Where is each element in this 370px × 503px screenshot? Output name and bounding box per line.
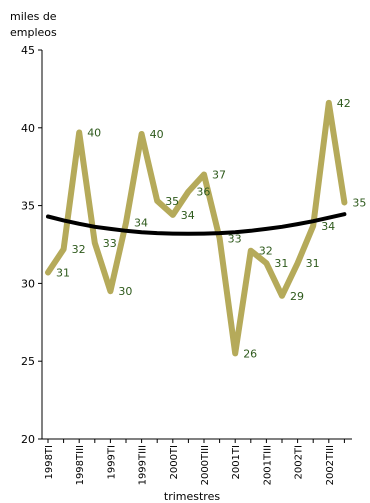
data-label: 40 — [150, 128, 164, 141]
data-label: 37 — [212, 168, 226, 181]
data-label: 34 — [181, 209, 195, 222]
x-tick-label: 1998TIII — [75, 445, 86, 485]
y-tick-label: 45 — [21, 44, 35, 57]
x-tick-label: 2002TIII — [325, 445, 336, 485]
data-label: 31 — [274, 257, 288, 270]
data-label: 32 — [259, 245, 273, 258]
x-tick-label: 2000TIII — [200, 445, 211, 485]
y-tick-label: 20 — [21, 433, 35, 446]
x-tick-label: 1998TI — [44, 445, 55, 480]
x-tick-label: 1999TI — [106, 445, 117, 480]
data-label: 29 — [290, 290, 304, 303]
y-axis-label-line-2: empleos — [10, 26, 57, 39]
data-label: 31 — [306, 257, 320, 270]
data-label: 33 — [103, 237, 117, 250]
data-label: 42 — [337, 97, 351, 110]
tick-labels: 20 25 30 35 40 45 1998TI 1998TIII 1999TI 1999TIII… — [21, 44, 336, 485]
employment-series-line — [45, 99, 348, 357]
data-label: 30 — [118, 285, 132, 298]
data-label: 34 — [321, 220, 335, 233]
y-tick-label: 25 — [21, 355, 35, 368]
data-label: 32 — [72, 243, 86, 256]
data-label: 31 — [56, 267, 70, 280]
y-tick-label: 35 — [21, 200, 35, 213]
x-tick-label: 2001TI — [231, 445, 242, 480]
x-tick-label: 2002TI — [294, 445, 305, 480]
data-label: 35 — [352, 196, 366, 209]
data-label: 26 — [243, 347, 257, 360]
data-label: 40 — [87, 126, 101, 139]
x-tick-label: 2000TI — [169, 445, 180, 480]
trend-line — [46, 212, 347, 236]
data-label: 33 — [228, 232, 242, 245]
data-label: 35 — [165, 195, 179, 208]
y-axis-label-line-1: miles de — [10, 10, 57, 23]
axes — [38, 49, 352, 443]
data-label: 36 — [196, 186, 210, 199]
data-label: 34 — [134, 217, 148, 230]
x-axis-label: trimestres — [164, 490, 220, 503]
y-tick-label: 30 — [21, 277, 35, 290]
x-tick-label: 1999TIII — [138, 445, 149, 485]
x-tick-label: 2001TIII — [262, 445, 273, 485]
series-layer — [45, 99, 348, 357]
y-tick-label: 40 — [21, 122, 35, 135]
